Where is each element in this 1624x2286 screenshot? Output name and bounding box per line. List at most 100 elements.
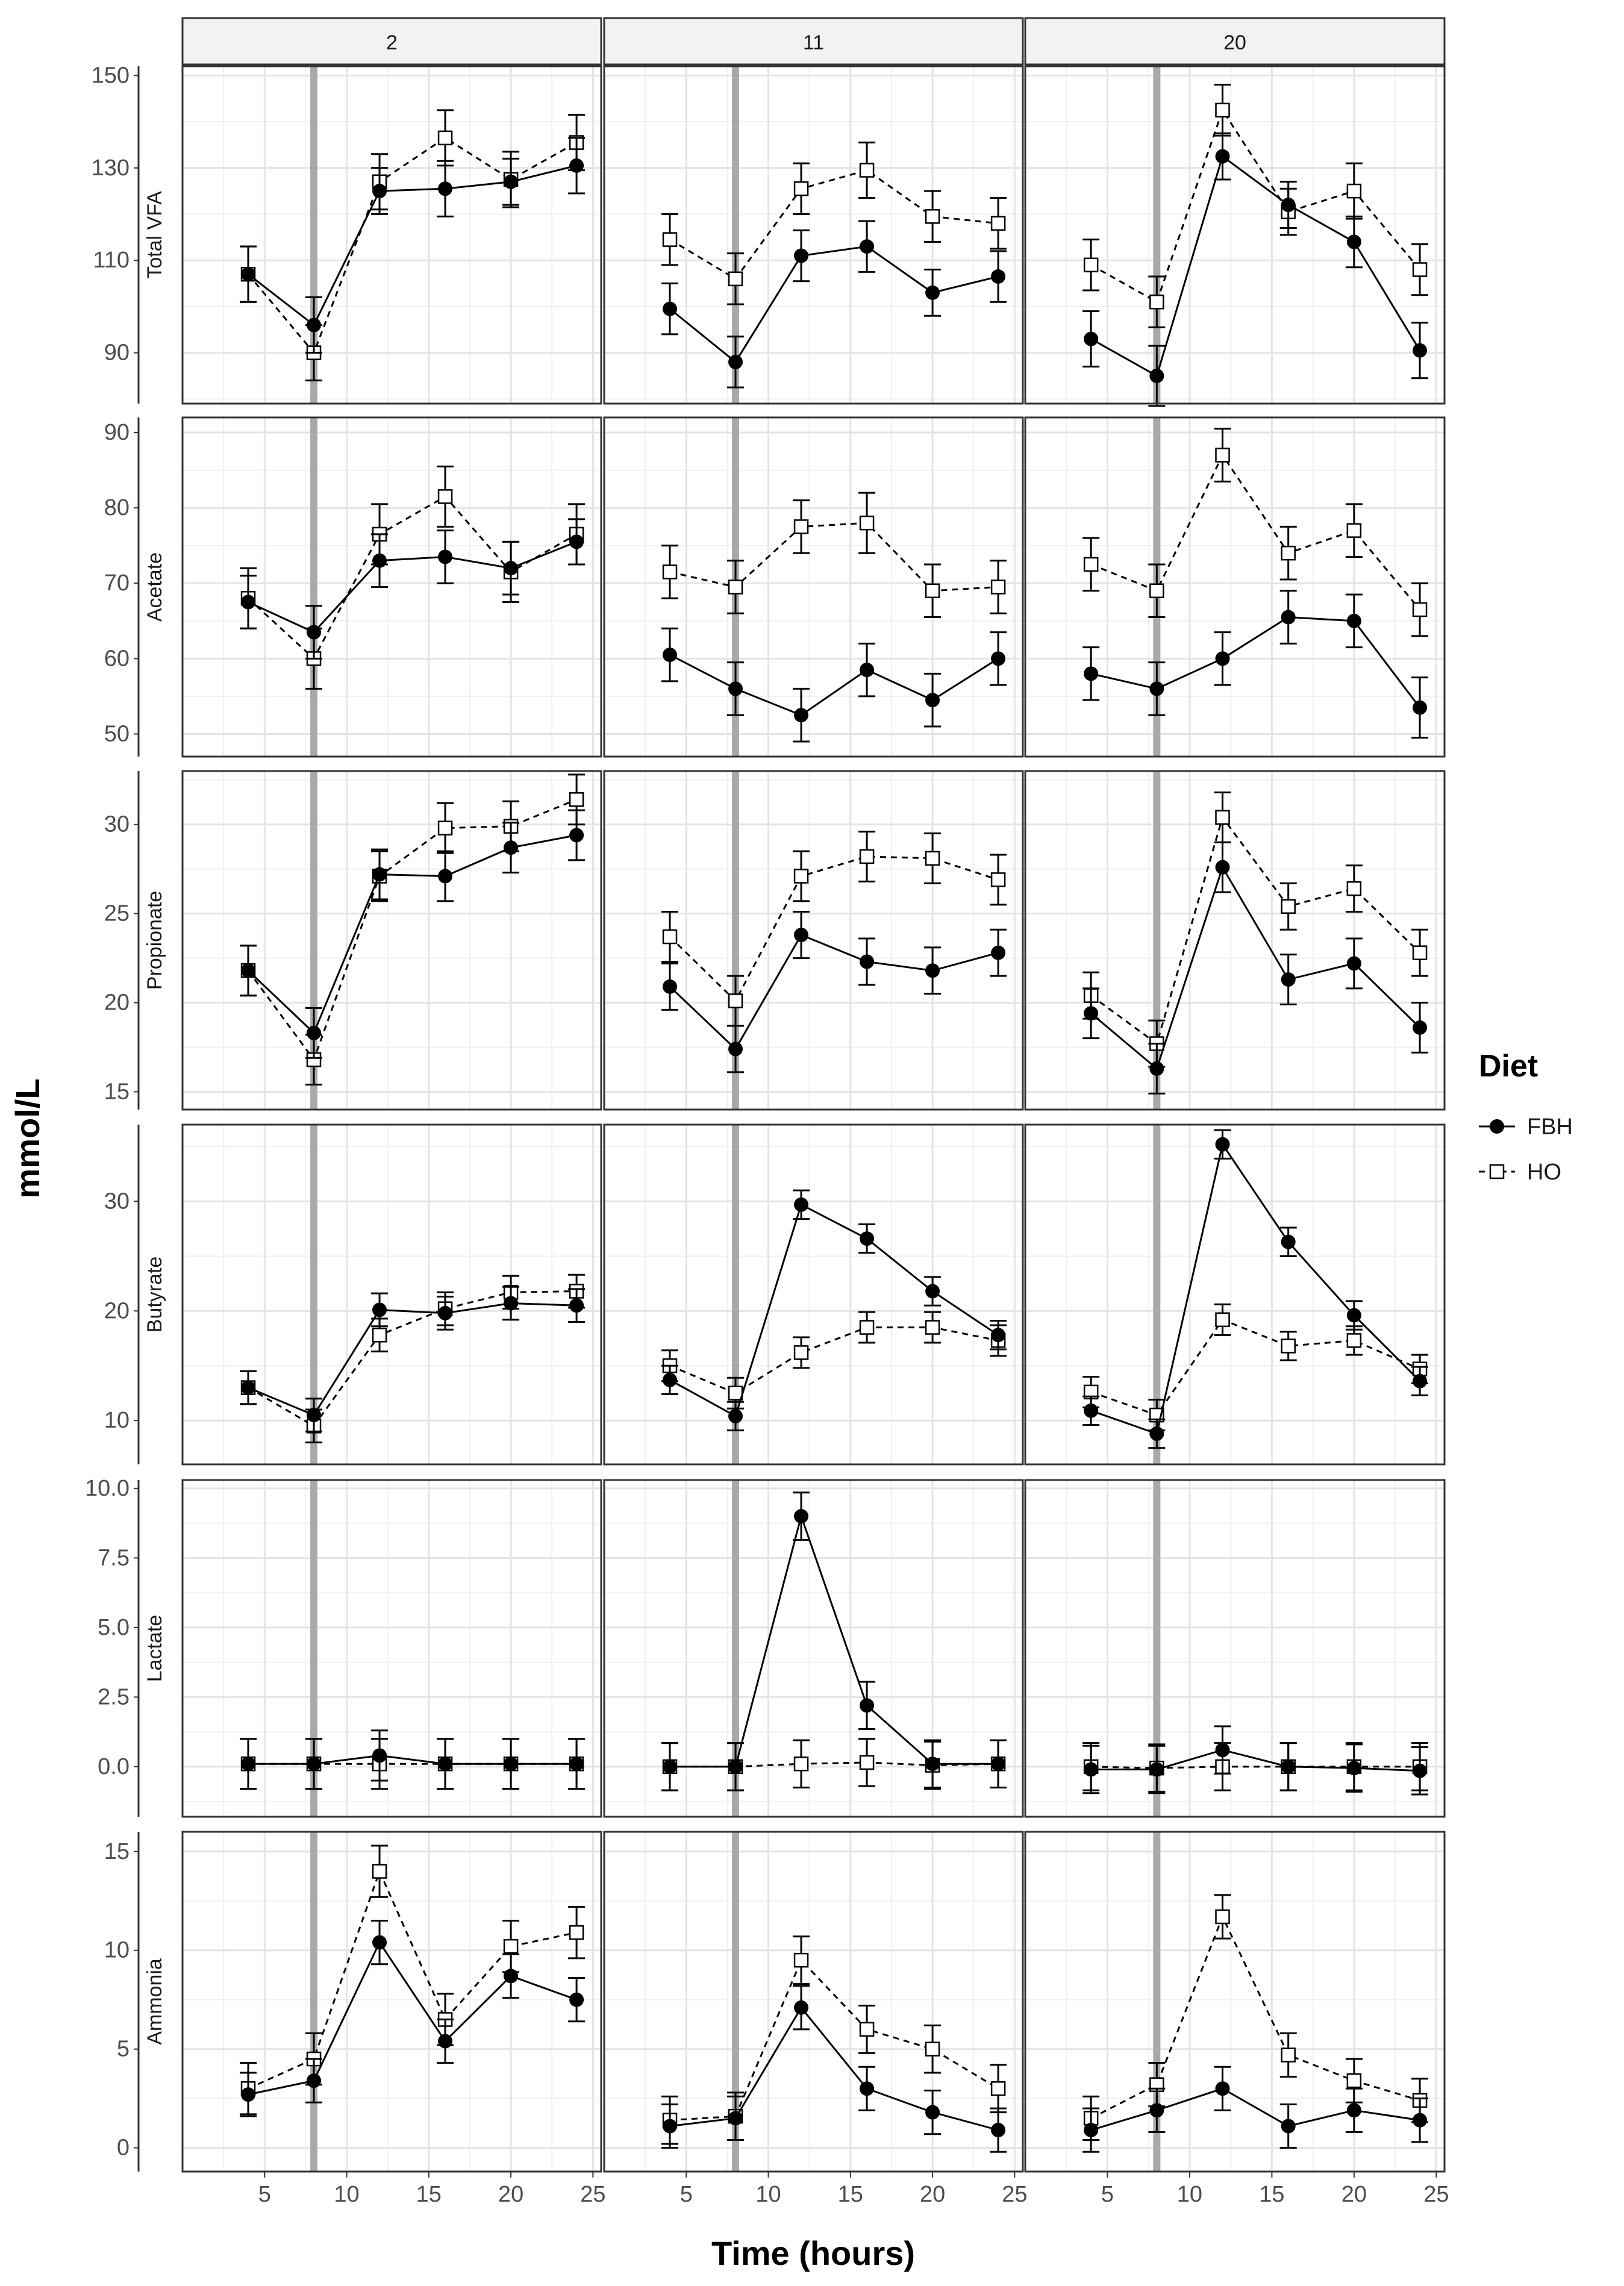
y-tick-label: 60 bbox=[104, 646, 130, 671]
y-tick-label: 90 bbox=[104, 420, 130, 445]
data-point-fbh bbox=[569, 534, 584, 549]
x-tick-label: 5 bbox=[258, 2182, 271, 2207]
data-point-ho bbox=[1215, 448, 1230, 463]
panel-border bbox=[181, 1831, 602, 2173]
data-point-ho bbox=[925, 209, 940, 224]
data-point-fbh bbox=[663, 979, 678, 994]
data-point-fbh bbox=[1281, 1234, 1296, 1249]
data-point-fbh bbox=[1215, 651, 1230, 666]
data-point-fbh bbox=[1346, 1308, 1361, 1323]
x-tick-label: 15 bbox=[1259, 2182, 1284, 2207]
x-tick-label: 15 bbox=[838, 2182, 863, 2207]
x-tick-label: 10 bbox=[334, 2182, 359, 2207]
data-point-fbh bbox=[307, 1757, 322, 1772]
series-line-ho bbox=[248, 1869, 577, 2090]
data-point-ho bbox=[569, 1925, 584, 1940]
legend: Diet FBH HO bbox=[1479, 1049, 1573, 1185]
data-point-ho bbox=[1412, 602, 1428, 617]
data-point-fbh bbox=[1215, 1137, 1230, 1152]
series-line-ho bbox=[1090, 1914, 1420, 2119]
data-point-fbh bbox=[1281, 198, 1296, 213]
series-line-fbh bbox=[669, 934, 999, 1051]
data-point-fbh bbox=[794, 708, 809, 723]
data-point-fbh bbox=[1413, 343, 1428, 358]
data-point-ho bbox=[859, 1755, 875, 1770]
facet-panel bbox=[603, 416, 1024, 758]
data-point-fbh bbox=[241, 595, 256, 610]
y-tick-label: 150 bbox=[92, 63, 130, 88]
data-point-ho bbox=[437, 130, 453, 146]
panel-border bbox=[181, 1479, 602, 1818]
data-point-fbh bbox=[991, 651, 1006, 666]
data-point-fbh bbox=[1281, 1759, 1296, 1774]
data-point-ho bbox=[793, 181, 809, 196]
facet-panel bbox=[181, 65, 602, 405]
data-point-fbh bbox=[794, 1197, 809, 1212]
y-axis-title: mmol/L bbox=[8, 1078, 46, 1198]
data-point-fbh bbox=[860, 663, 875, 678]
series-line-fbh bbox=[248, 1940, 577, 2096]
data-point-fbh bbox=[1346, 613, 1361, 628]
facet-panel bbox=[1024, 1831, 1446, 2173]
series-line-fbh bbox=[248, 541, 577, 634]
series-line-ho bbox=[669, 1326, 999, 1394]
data-point-fbh bbox=[1215, 860, 1230, 875]
x-tick-label: 25 bbox=[1002, 2182, 1027, 2207]
panel-background bbox=[183, 1832, 601, 2172]
panel-background bbox=[183, 771, 601, 1110]
data-point-ho bbox=[859, 2022, 875, 2037]
data-point-ho bbox=[662, 232, 678, 247]
data-point-fbh bbox=[925, 285, 940, 300]
data-point-fbh bbox=[663, 1372, 678, 1387]
data-point-fbh bbox=[504, 174, 519, 189]
series-line-ho bbox=[1090, 453, 1421, 610]
facet-panel bbox=[1024, 1479, 1446, 1818]
data-point-ho bbox=[1281, 545, 1296, 561]
series-line-ho bbox=[1090, 1319, 1420, 1416]
facet-panel bbox=[181, 416, 602, 758]
feeding-time-line bbox=[732, 1480, 740, 1817]
facet-strip-label: 20 bbox=[1223, 31, 1246, 54]
panel-border bbox=[603, 770, 1024, 1111]
data-point-fbh bbox=[925, 2105, 940, 2120]
facet-panel bbox=[1024, 770, 1446, 1111]
data-point-ho bbox=[372, 1864, 387, 1879]
y-tick-label: 80 bbox=[104, 495, 130, 520]
facet-strip bbox=[1024, 17, 1446, 66]
panel-border bbox=[1024, 65, 1446, 405]
data-point-fbh bbox=[925, 1757, 940, 1772]
data-point-fbh bbox=[1215, 2081, 1230, 2096]
data-point-ho bbox=[859, 163, 875, 178]
facet-strip-label: 11 bbox=[803, 31, 824, 54]
data-point-ho bbox=[793, 869, 809, 884]
data-point-fbh bbox=[1346, 234, 1361, 249]
data-point-fbh bbox=[1149, 1762, 1164, 1777]
series-line-ho bbox=[669, 169, 999, 280]
data-point-ho bbox=[1083, 257, 1099, 273]
y-tick-label: 10.0 bbox=[85, 1476, 130, 1501]
panel-background bbox=[604, 417, 1023, 757]
feeding-time-line bbox=[1153, 771, 1161, 1110]
data-point-ho bbox=[728, 579, 743, 595]
data-point-fbh bbox=[1346, 1761, 1361, 1776]
data-point-fbh bbox=[1413, 700, 1428, 715]
data-point-fbh bbox=[728, 1759, 743, 1774]
data-point-ho bbox=[728, 993, 743, 1008]
x-tick-label: 20 bbox=[498, 2182, 523, 2207]
series-line-fbh bbox=[669, 2006, 999, 2131]
y-tick-label: 15 bbox=[104, 1079, 130, 1104]
data-point-fbh bbox=[860, 239, 875, 254]
feeding-time-line bbox=[310, 771, 318, 1110]
legend-title: Diet bbox=[1479, 1049, 1538, 1084]
data-point-ho bbox=[1346, 2073, 1362, 2088]
panel-border bbox=[181, 1123, 602, 1466]
data-point-fbh bbox=[372, 1748, 387, 1763]
panel-border bbox=[1024, 416, 1446, 758]
panel-background bbox=[1025, 417, 1444, 757]
y-tick-label: 10 bbox=[104, 1408, 130, 1433]
data-point-fbh bbox=[1413, 1020, 1428, 1035]
panel-background bbox=[1025, 66, 1444, 404]
feeding-time-line bbox=[310, 1832, 318, 2172]
data-point-fbh bbox=[1281, 2119, 1296, 2134]
